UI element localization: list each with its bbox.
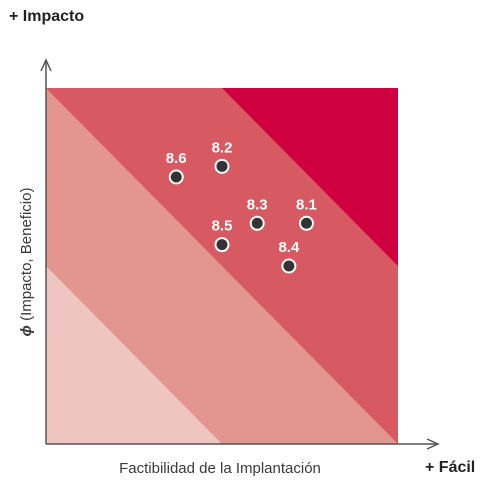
ease-corner-label: + Fácil <box>425 459 475 476</box>
priority-zones <box>46 88 398 444</box>
data-point-label-8-1: 8.1 <box>296 196 317 213</box>
y-axis-label: ϕ (Impacto, Beneficio) <box>18 188 35 337</box>
y-axis-arrow-icon <box>40 58 52 72</box>
data-point-label-8-4: 8.4 <box>278 239 300 256</box>
data-point-label-8-6: 8.6 <box>166 150 187 167</box>
data-point-8-4 <box>281 258 297 274</box>
data-point-label-8-3: 8.3 <box>247 196 268 213</box>
x-axis-arrow-icon <box>426 438 440 450</box>
data-point-label-8-2: 8.2 <box>212 139 233 156</box>
data-points: 8.6 8.2 8.3 8.1 8.5 8.4 <box>166 139 317 274</box>
data-point-label-8-5: 8.5 <box>212 218 233 235</box>
data-point-8-5 <box>214 237 230 253</box>
axes <box>40 58 440 450</box>
data-point-8-1 <box>298 215 314 231</box>
data-point-8-6 <box>168 169 184 185</box>
priority-zone-1 <box>46 266 222 444</box>
data-point-8-2 <box>214 158 230 174</box>
phi-symbol: ϕ <box>18 325 35 336</box>
impact-corner-label: + Impacto <box>9 8 84 25</box>
data-point-8-3 <box>249 215 265 231</box>
y-axis-label-text: (Impacto, Beneficio) <box>18 188 35 326</box>
x-axis-label: Factibilidad de la Implantación <box>119 460 321 477</box>
